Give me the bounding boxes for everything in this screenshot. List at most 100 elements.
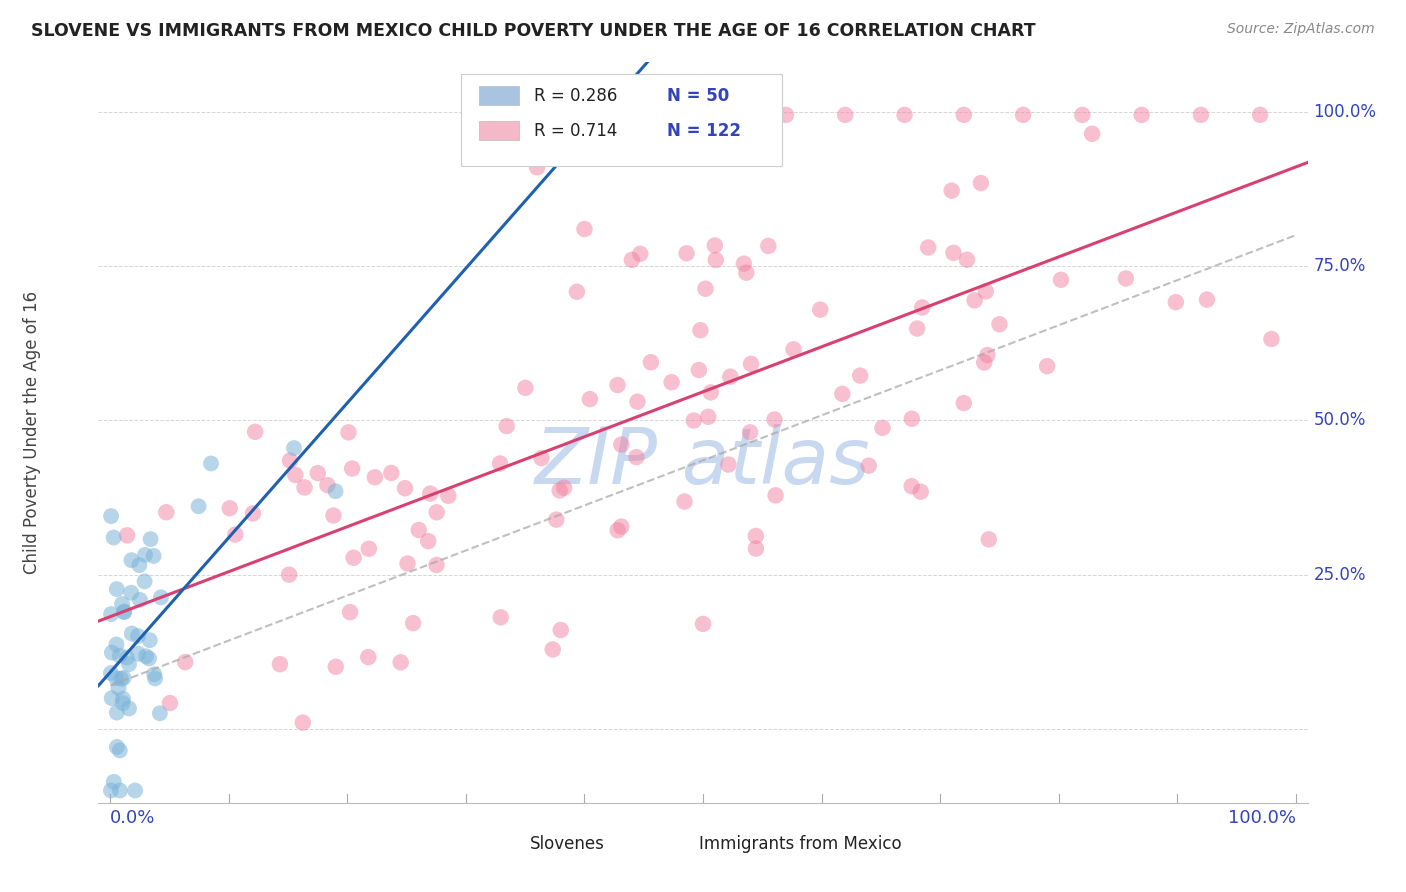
- Point: [105, 739, 128, 754]
- Point: [849, 368, 872, 383]
- Point: [127, 647, 149, 661]
- Point: [1071, 108, 1094, 122]
- Point: [610, 519, 633, 533]
- Point: [610, 437, 633, 451]
- Point: [620, 252, 643, 267]
- Point: [104, 671, 127, 685]
- Point: [765, 488, 787, 502]
- Point: [101, 646, 124, 660]
- Point: [530, 451, 553, 466]
- Point: [1260, 332, 1282, 346]
- Bar: [485, 836, 522, 853]
- Point: [735, 266, 758, 280]
- Point: [112, 605, 135, 619]
- Point: [893, 108, 915, 122]
- Point: [112, 691, 135, 706]
- Point: [138, 651, 160, 665]
- Point: [574, 222, 596, 236]
- Point: [546, 513, 568, 527]
- Point: [782, 343, 804, 357]
- Point: [100, 666, 122, 681]
- Point: [688, 363, 710, 377]
- Point: [105, 706, 128, 720]
- Point: [1036, 359, 1059, 373]
- Point: [763, 412, 786, 426]
- Point: [339, 605, 361, 619]
- Point: [143, 672, 166, 686]
- Point: [640, 355, 662, 369]
- Point: [775, 108, 797, 122]
- Point: [112, 605, 135, 619]
- Point: [110, 672, 132, 686]
- Point: [941, 184, 963, 198]
- Point: [325, 484, 347, 499]
- Point: [149, 591, 172, 605]
- Point: [626, 450, 648, 465]
- Text: N = 50: N = 50: [666, 87, 728, 104]
- Point: [745, 529, 768, 543]
- Point: [703, 238, 725, 252]
- Text: 100.0%: 100.0%: [1227, 809, 1296, 827]
- Point: [489, 457, 512, 471]
- Point: [426, 505, 449, 519]
- Point: [103, 774, 125, 789]
- Point: [200, 457, 222, 471]
- Point: [695, 282, 717, 296]
- Point: [187, 500, 209, 514]
- Point: [628, 247, 651, 261]
- Point: [108, 783, 131, 797]
- Point: [242, 507, 264, 521]
- Point: [127, 629, 149, 643]
- Point: [316, 478, 339, 492]
- Point: [115, 650, 138, 665]
- Point: [700, 385, 723, 400]
- Point: [111, 696, 134, 710]
- Point: [911, 301, 934, 315]
- Point: [900, 479, 922, 493]
- Point: [278, 567, 301, 582]
- Point: [526, 161, 548, 175]
- Point: [740, 357, 762, 371]
- Point: [121, 553, 143, 567]
- Point: [103, 531, 125, 545]
- Point: [105, 638, 128, 652]
- Point: [515, 381, 537, 395]
- Point: [1164, 295, 1187, 310]
- Point: [105, 582, 128, 596]
- Point: [872, 421, 894, 435]
- Point: [120, 585, 142, 599]
- FancyBboxPatch shape: [461, 73, 782, 166]
- Text: 0.0%: 0.0%: [110, 809, 156, 827]
- Point: [307, 466, 329, 480]
- Point: [343, 550, 366, 565]
- Point: [159, 696, 181, 710]
- Point: [661, 376, 683, 390]
- Point: [118, 657, 141, 672]
- Point: [402, 616, 425, 631]
- Point: [738, 425, 761, 440]
- Bar: [655, 836, 690, 853]
- Bar: [479, 87, 519, 105]
- Point: [124, 783, 146, 797]
- Point: [389, 656, 412, 670]
- Point: [673, 494, 696, 508]
- Point: [1081, 127, 1104, 141]
- Point: [100, 783, 122, 797]
- Text: ZIP atlas: ZIP atlas: [536, 425, 870, 500]
- Point: [1050, 273, 1073, 287]
- Point: [988, 317, 1011, 331]
- Point: [952, 396, 974, 410]
- Point: [756, 239, 779, 253]
- Point: [977, 533, 1000, 547]
- Point: [550, 623, 572, 637]
- Text: R = 0.286: R = 0.286: [534, 87, 617, 104]
- Bar: [479, 121, 519, 140]
- Point: [917, 240, 939, 254]
- Point: [155, 505, 177, 519]
- Point: [716, 108, 738, 122]
- Point: [697, 409, 720, 424]
- Point: [626, 394, 648, 409]
- Point: [418, 534, 440, 549]
- Point: [970, 176, 993, 190]
- Point: [834, 108, 856, 122]
